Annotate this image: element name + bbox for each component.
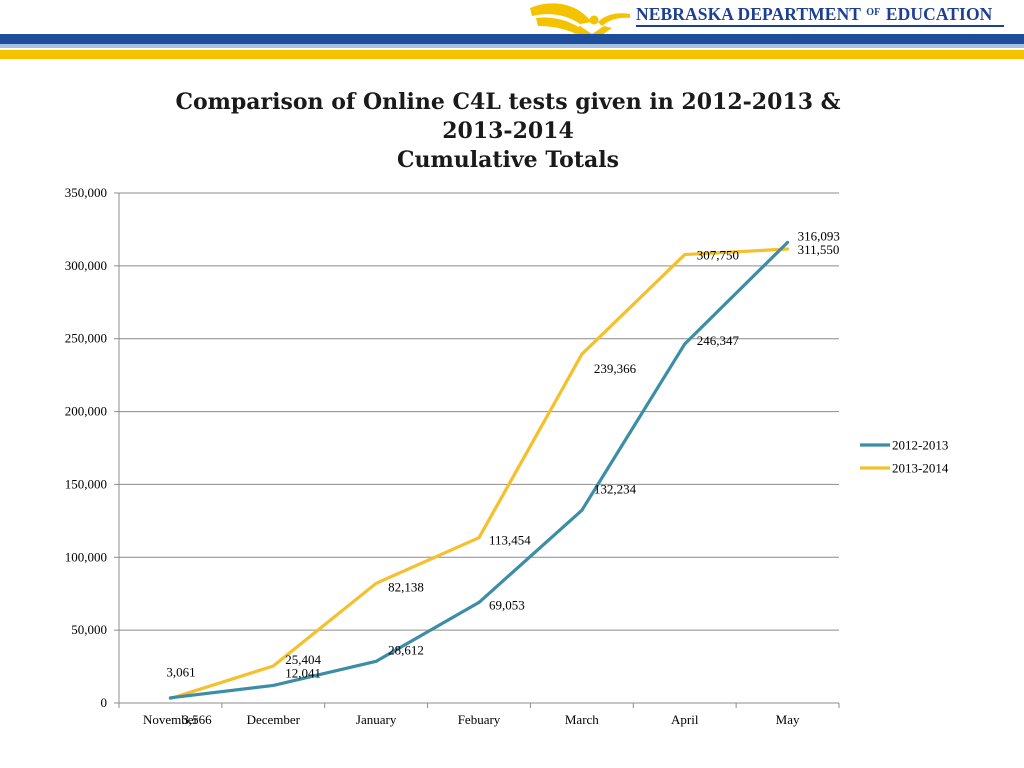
data-label-2012-2013: 3,566 (182, 712, 212, 727)
header-graphics (0, 3, 1024, 59)
chart-title-line3: Cumulative Totals (396, 147, 620, 173)
header-blue-stripe (0, 34, 1024, 44)
data-label-2012-2013: 246,347 (697, 333, 740, 348)
data-label-2013-2014: 307,750 (697, 248, 739, 263)
chart-gridlines (119, 192, 839, 631)
org-name-underline (636, 25, 1004, 27)
y-tick-label: 100,000 (65, 549, 107, 564)
x-tick-label: January (356, 712, 397, 727)
data-label-2013-2014: 239,366 (594, 361, 637, 376)
chart-data-labels: 3,566 12,041 28,612 69,053 132,234 246,347 316… (166, 228, 839, 726)
data-label-2012-2013: 12,041 (285, 665, 321, 680)
chart-title-line2: 2013-2014 (442, 118, 574, 144)
chart-axes (114, 192, 840, 708)
data-label-2012-2013: 316,093 (798, 228, 840, 243)
header-white-stripe (0, 48, 1024, 50)
x-tick-label: April (671, 712, 699, 727)
chart-series-lines (168, 240, 790, 701)
y-tick-label: 150,000 (65, 476, 107, 491)
y-tick-label: 300,000 (65, 258, 107, 273)
data-label-2013-2014: 311,550 (798, 242, 840, 257)
series-line-2012-2013 (168, 240, 790, 700)
org-name-part2: EDUCATION (885, 4, 993, 24)
x-tick-label: May (776, 712, 800, 727)
data-label-2013-2014: 113,454 (489, 533, 531, 548)
page-header: NEBRASKA DEPARTMENT OF EDUCATION (0, 0, 1024, 62)
y-tick-label: 250,000 (65, 331, 107, 346)
x-tick-label: March (565, 712, 599, 727)
y-tick-label: 350,000 (65, 185, 107, 200)
y-tick-label: 50,000 (71, 622, 107, 637)
legend-label-2013-2014: 2013-2014 (892, 461, 949, 476)
legend-label-2012-2013: 2012-2013 (892, 438, 948, 453)
data-label-2013-2014: 82,138 (388, 579, 424, 594)
x-tick-label: Febuary (458, 712, 501, 727)
data-label-2012-2013: 132,234 (594, 481, 637, 496)
y-axis-tick-labels: 0 50,000 100,000 150,000 200,000 250,000 300,0… (65, 185, 107, 710)
x-tick-label: November (143, 712, 199, 727)
org-name: NEBRASKA DEPARTMENT OF EDUCATION (636, 4, 992, 25)
chart-legend: 2012-2013 2013-2014 (860, 438, 949, 476)
header-gold-stripe (0, 50, 1024, 59)
data-label-2012-2013: 69,053 (489, 597, 525, 612)
org-name-part1: NEBRASKA DEPARTMENT (636, 4, 861, 24)
series-line-2013-2014 (168, 247, 790, 701)
data-label-2013-2014: 25,404 (285, 652, 321, 667)
data-label-2013-2014: 3,061 (166, 665, 195, 680)
x-tick-label: December (247, 712, 301, 727)
y-tick-label: 200,000 (65, 404, 107, 419)
header-light-blue-stripe (0, 44, 1024, 48)
y-tick-label: 0 (101, 695, 108, 710)
x-axis-tick-labels: November December January Febuary March April… (143, 712, 800, 727)
data-label-2012-2013: 28,612 (388, 642, 424, 657)
org-name-of: OF (866, 7, 881, 18)
chart-title-line1: Comparison of Online C4L tests given in … (175, 89, 841, 115)
chart-title: Comparison of Online C4L tests given in … (140, 88, 876, 175)
